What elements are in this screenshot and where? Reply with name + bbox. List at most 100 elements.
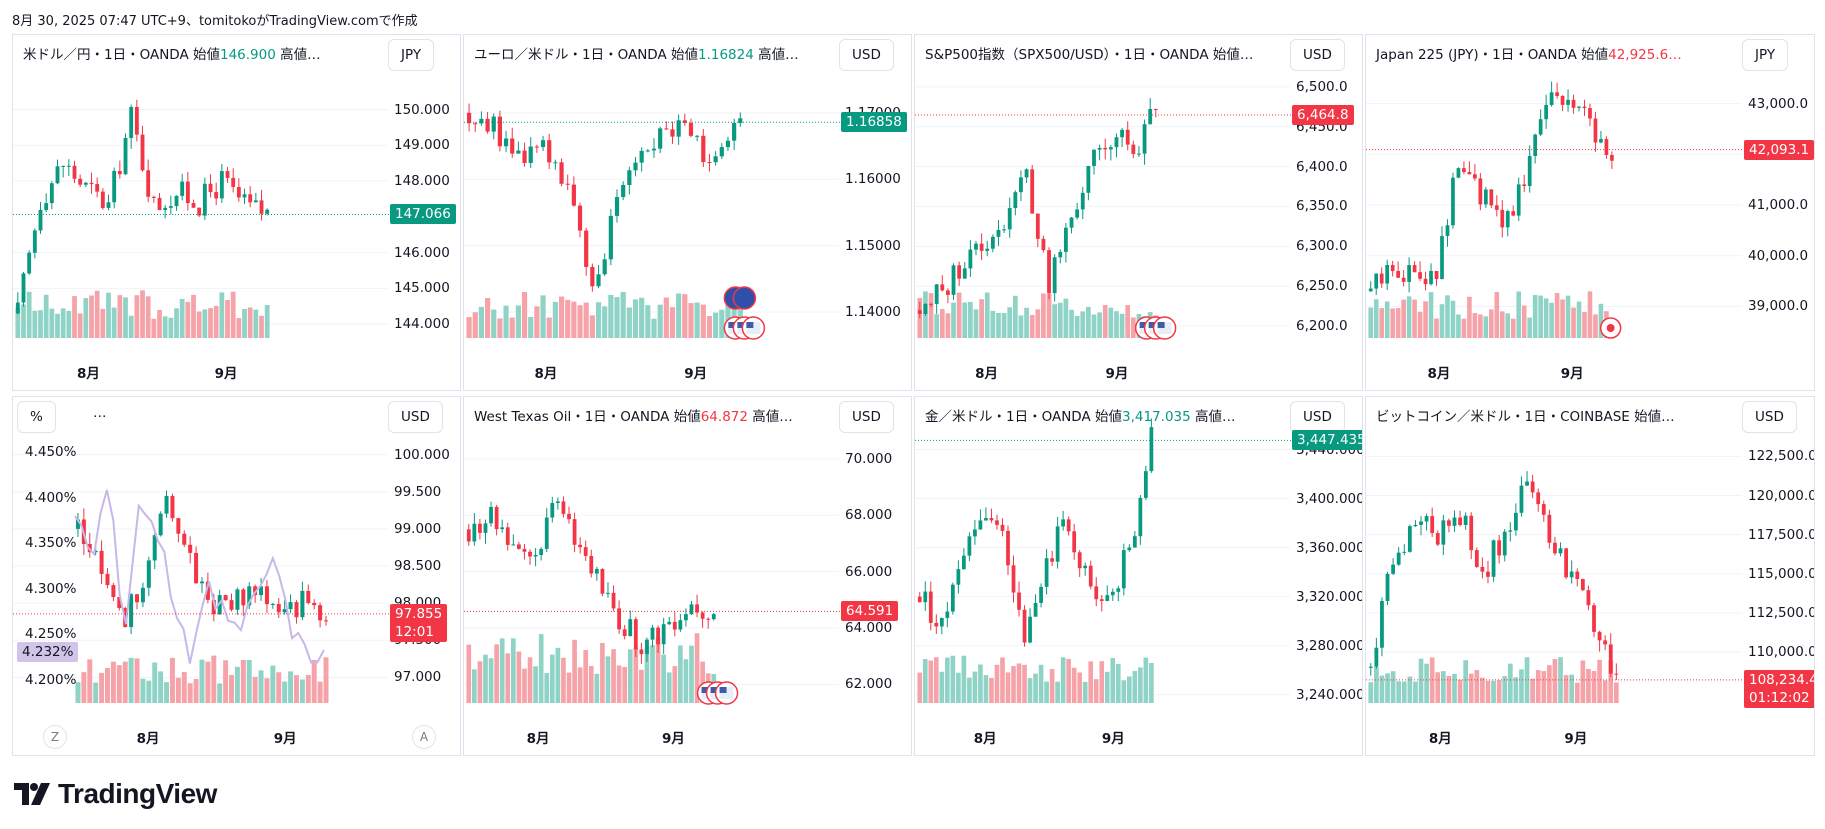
last-price-tag: 64.591: [841, 601, 899, 622]
currency-button[interactable]: JPY: [388, 39, 435, 71]
x-tick-label: 8月: [526, 731, 550, 747]
volume-bar: [934, 314, 940, 338]
candle-body: [44, 203, 49, 210]
candle-body: [1028, 616, 1032, 643]
candle-body: [174, 195, 179, 207]
candlestick-chart[interactable]: [464, 35, 911, 390]
volume-bar: [38, 310, 43, 338]
title-text: 米ドル／円・1日・OANDA 始値: [23, 47, 220, 63]
volume-bar: [1472, 313, 1478, 338]
symbol-title[interactable]: 金／米ドル・1日・OANDA 始値3,417.035 高値…: [925, 405, 1236, 425]
chart-panel[interactable]: ビットコイン／米ドル・1日・COINBASE 始値… USD 122,500.00 1…: [1365, 396, 1815, 756]
volume-bar: [1491, 680, 1496, 703]
volume-bar: [1598, 303, 1604, 338]
chart-panel[interactable]: 金／米ドル・1日・OANDA 始値3,417.035 高値…USD3,440.0…: [914, 396, 1363, 756]
volume-bar: [1499, 311, 1505, 338]
volume-bar: [1593, 314, 1598, 338]
volume-bar: [1563, 675, 1569, 703]
candle-body: [78, 178, 83, 185]
candle-body: [1516, 184, 1521, 216]
chart-panel[interactable]: ユーロ／米ドル・1日・OANDA 始値1.16824 高値…USD1.17000…: [463, 34, 912, 391]
volume-bar: [223, 660, 229, 703]
last-price-value: 3,447.435: [1297, 432, 1363, 449]
zoom-button[interactable]: Z: [43, 725, 67, 749]
volume-bar: [1093, 679, 1099, 703]
volume-bar: [208, 308, 213, 338]
candle-body: [72, 165, 77, 179]
candle-body: [533, 555, 538, 557]
y-tick-label: 66.000: [845, 563, 893, 580]
symbol-title[interactable]: …: [93, 405, 107, 421]
last-price-tag: 3,447.435: [1292, 430, 1363, 451]
volume-bar: [1060, 657, 1066, 703]
volume-bar: [1097, 312, 1102, 338]
chart-panel[interactable]: Japan 225 (JPY)・1日・OANDA 始値42,925.6… JPY 4…: [1365, 34, 1815, 391]
candlestick-chart[interactable]: [915, 397, 1362, 755]
volume-bar: [55, 313, 60, 338]
chart-panel[interactable]: 米ドル／円・1日・OANDA 始値146.900 高値… JPY 150.000 14…: [12, 34, 461, 391]
volume-bar: [719, 309, 725, 338]
candle-body: [140, 587, 145, 603]
currency-button[interactable]: USD: [839, 401, 894, 433]
candle-body: [1447, 520, 1451, 526]
candle-body: [241, 589, 246, 606]
volume-bar: [1044, 681, 1049, 703]
candlestick-chart[interactable]: [464, 397, 911, 755]
candle-body: [1525, 481, 1529, 486]
volume-bar: [111, 307, 117, 338]
y-tick-label: 150.000: [394, 101, 450, 118]
currency-button[interactable]: USD: [1290, 401, 1345, 433]
candlestick-chart[interactable]: [1366, 35, 1814, 390]
candle-body: [1553, 542, 1557, 554]
volume-bar: [1423, 301, 1428, 338]
candlestick-chart[interactable]: [1366, 397, 1814, 755]
x-tick-label: 8月: [76, 366, 100, 382]
chart-panel[interactable]: West Texas Oil・1日・OANDA 始値64.872 高値… USD 7…: [463, 396, 912, 756]
candle-body: [627, 170, 632, 186]
volume-bar: [466, 317, 472, 338]
candle-body: [670, 129, 675, 137]
auto-scale-button[interactable]: A: [412, 725, 436, 749]
currency-button[interactable]: USD: [388, 401, 443, 433]
currency-button[interactable]: USD: [1742, 401, 1797, 433]
unit-button[interactable]: %: [17, 401, 56, 433]
candle-body: [1569, 571, 1574, 578]
candle-body: [1456, 168, 1461, 178]
symbol-title[interactable]: S&P500指数（SPX500/USD）・1日・OANDA 始値…: [925, 43, 1253, 63]
volume-bar: [1461, 318, 1467, 338]
currency-button[interactable]: USD: [1290, 39, 1345, 71]
candlestick-chart[interactable]: [915, 35, 1362, 390]
candle-body: [1120, 129, 1125, 138]
candle-body: [719, 147, 724, 157]
symbol-title[interactable]: ユーロ／米ドル・1日・OANDA 始値1.16824 高値…: [474, 43, 799, 63]
candlestick-chart[interactable]: [13, 397, 460, 755]
chart-panel[interactable]: S&P500指数（SPX500/USD）・1日・OANDA 始値… USD 6,50…: [914, 34, 1363, 391]
volume-bar: [1038, 664, 1044, 703]
currency-button[interactable]: USD: [839, 39, 894, 71]
candle-body: [695, 135, 700, 137]
currency-button[interactable]: JPY: [1742, 39, 1789, 71]
symbol-title[interactable]: 米ドル／円・1日・OANDA 始値146.900 高値…: [23, 43, 321, 63]
economic-event-icons: [696, 681, 739, 705]
candle-body: [1017, 592, 1021, 610]
volume-bar: [706, 316, 713, 338]
symbol-title[interactable]: West Texas Oil・1日・OANDA 始値64.872 高値…: [474, 405, 793, 425]
volume-bar: [555, 647, 561, 703]
candlestick-chart[interactable]: [13, 35, 460, 390]
candle-body: [1083, 565, 1088, 569]
symbol-title[interactable]: Japan 225 (JPY)・1日・OANDA 始値42,925.6…: [1376, 43, 1682, 63]
candle-body: [1582, 106, 1587, 109]
volume-bar: [1608, 660, 1614, 703]
chart-panel[interactable]: …USD%100.00099.50099.00098.50098.00097.5…: [12, 396, 461, 756]
candle-body: [1075, 209, 1080, 218]
tradingview-logo[interactable]: TradingView: [14, 778, 217, 810]
volume-bar: [472, 312, 478, 338]
candle-body: [528, 146, 533, 163]
candle-body: [1530, 481, 1535, 493]
candle-body: [503, 138, 509, 147]
y-tick-label: 110,000.00: [1748, 644, 1814, 661]
volume-bar: [1099, 661, 1105, 703]
volume-bar: [1549, 302, 1554, 338]
symbol-title[interactable]: ビットコイン／米ドル・1日・COINBASE 始値…: [1376, 405, 1675, 425]
candle-body: [485, 118, 490, 132]
